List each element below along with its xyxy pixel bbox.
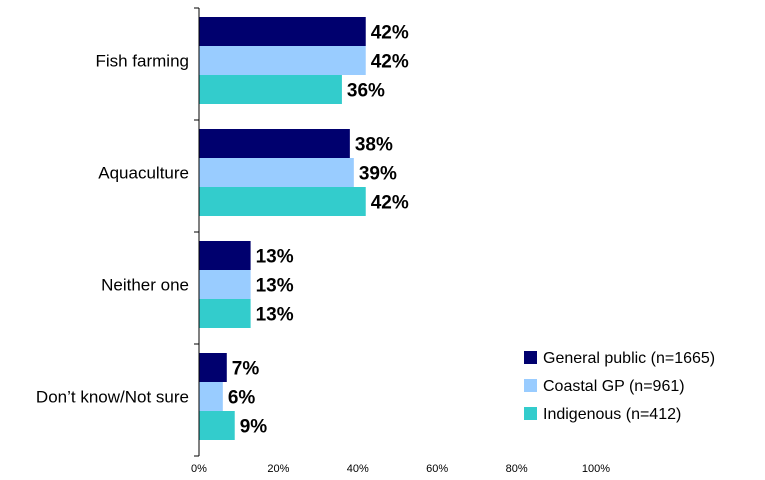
bar-4-1 [199,353,227,382]
category-labels-group: Fish farming Aquaculture Neither one Don’t … [36,52,189,407]
value-label-3-2: 13% [256,276,294,297]
value-label-2-3: 42% [371,193,409,214]
category-label: Don’t know/Not sure [36,388,189,407]
value-label-3-1: 13% [256,247,294,268]
value-label-4-2: 6% [228,388,256,409]
legend: General public (n=1665) Coastal GP (n=961… [524,350,715,423]
legend-label-1: General public (n=1665) [543,350,715,367]
bar-1-3 [199,75,342,104]
value-label-1-3: 36% [347,81,385,102]
value-labels-group: 42% 42% 36% 38% 39% 42% 13% 13% 13% 7% 6% 9% [228,23,409,438]
bar-4-3 [199,411,235,440]
value-label-1-1: 42% [371,23,409,44]
bar-2-3 [199,187,366,216]
bar-3-2 [199,270,251,299]
x-tick-label: 40% [347,463,369,475]
bar-2-1 [199,129,350,158]
bar-3-1 [199,241,251,270]
x-tick-label: 20% [267,463,289,475]
category-label: Neither one [101,276,189,295]
x-tick-label: 100% [582,463,610,475]
bar-1-2 [199,46,366,75]
bars-group [199,17,366,440]
legend-swatch-1 [524,351,537,364]
value-label-4-1: 7% [232,359,260,380]
x-tick-label: 0% [191,463,207,475]
bar-1-1 [199,17,366,46]
value-label-3-3: 13% [256,305,294,326]
category-label: Fish farming [95,52,189,71]
value-label-2-1: 38% [355,135,393,156]
legend-label-3: Indigenous (n=412) [543,406,681,423]
x-tick-label: 80% [506,463,528,475]
legend-swatch-3 [524,407,537,420]
value-label-2-2: 39% [359,164,397,185]
bar-3-3 [199,299,251,328]
legend-label-2: Coastal GP (n=961) [543,378,685,395]
legend-swatch-2 [524,379,537,392]
x-tick-label: 60% [426,463,448,475]
value-label-1-2: 42% [371,52,409,73]
bar-4-2 [199,382,223,411]
category-label: Aquaculture [98,164,189,183]
x-axis: 0% 20% 40% 60% 80% 100% [191,7,610,475]
value-label-4-3: 9% [240,417,268,438]
bar-2-2 [199,158,354,187]
